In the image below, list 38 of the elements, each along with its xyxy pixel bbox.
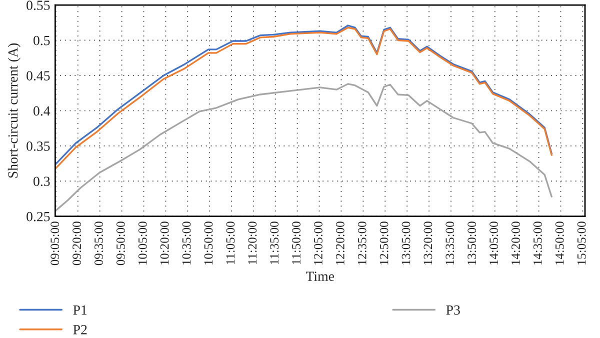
legend-label: P3 — [446, 305, 460, 315]
x-tick-label: 14:20:00 — [512, 222, 520, 265]
x-tick-label: 12:35:00 — [358, 222, 366, 265]
x-tick-label: 10:35:00 — [182, 222, 191, 265]
x-tick-label: 11:05:00 — [226, 222, 235, 264]
y-tick-label: 0.3 — [34, 176, 50, 186]
x-tick-label: 11:50:00 — [292, 222, 301, 264]
y-tick-label: 0.25 — [26, 212, 50, 222]
legend-label: P1 — [73, 305, 87, 315]
x-tick-label: 14:05:00 — [490, 222, 498, 265]
x-tick-label: 10:20:00 — [160, 222, 169, 265]
y-tick-label: 0.45 — [26, 71, 50, 81]
y-tick-label: 0.35 — [26, 141, 50, 151]
x-tick-label: 14:35:00 — [533, 222, 542, 265]
x-tick-label: 11:20:00 — [248, 222, 257, 264]
x-tick-label: 13:35:00 — [446, 222, 454, 265]
x-tick-label: 09:20:00 — [72, 222, 82, 266]
x-tick-label: 12:20:00 — [336, 222, 344, 265]
legend-label: P2 — [73, 325, 87, 334]
x-tick-label: 14:50:00 — [555, 222, 564, 265]
y-tick-label: 0.4 — [34, 106, 50, 116]
y-tick-label: 0.55 — [26, 0, 50, 10]
x-tick-label: 12:50:00 — [380, 222, 388, 265]
y-axis-title: Short-circuit current (A) — [8, 43, 20, 178]
x-tick-label: 13:50:00 — [468, 222, 476, 265]
x-tick-label: 10:05:00 — [138, 222, 147, 265]
x-tick-label: 15:05:00 — [577, 222, 586, 265]
x-tick-label: 09:50:00 — [116, 222, 125, 266]
x-tick-label: 11:35:00 — [270, 222, 279, 264]
x-tick-label: 13:20:00 — [424, 222, 432, 265]
x-tick-label: 09:35:00 — [94, 222, 104, 266]
x-tick-label: 10:50:00 — [204, 222, 213, 265]
x-tick-label: 13:05:00 — [402, 222, 410, 265]
x-tick-label: 09:05:00 — [50, 222, 60, 266]
x-axis-title: Time — [306, 272, 334, 281]
line-series — [55, 83, 552, 212]
x-tick-label: 12:05:00 — [314, 222, 322, 265]
y-tick-label: 0.5 — [34, 36, 50, 46]
